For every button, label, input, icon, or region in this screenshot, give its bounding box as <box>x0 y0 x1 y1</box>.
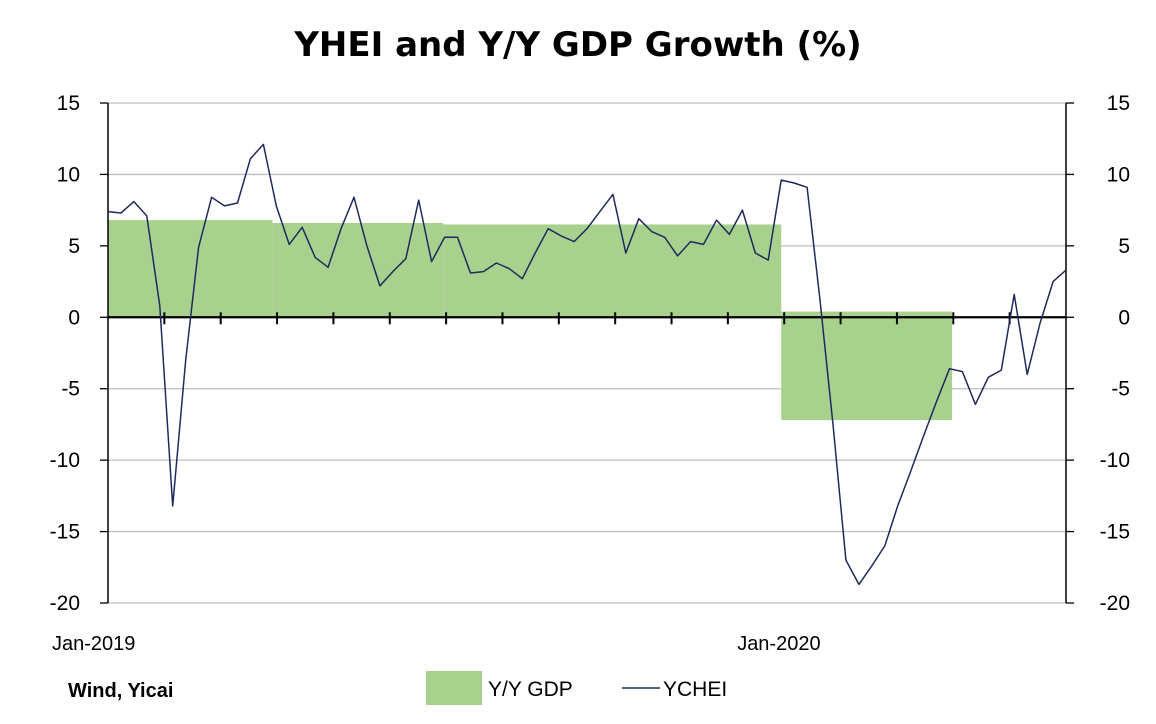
source-note: Wind, Yicai <box>68 680 173 702</box>
x-tick-label: Jan-2020 <box>737 633 820 655</box>
legend-swatch-gdp <box>426 671 482 705</box>
y-tick-label-right: 15 <box>1107 92 1130 115</box>
ychei-line <box>107 143 1067 586</box>
y-tick-label-right: -20 <box>1100 592 1130 615</box>
y-axis-left-labels: 15 10 5 0 -5 -10 -15 -20 <box>50 92 80 615</box>
chart-title: YHEI and Y/Y GDP Growth (%) <box>293 25 861 65</box>
y-tick-label-right: -15 <box>1100 521 1130 544</box>
y-tick-label-left: -10 <box>50 449 80 472</box>
legend: Y/Y GDP YCHEI <box>426 671 727 705</box>
x-axis-labels: Jan-2019 Jan-2020 <box>52 633 821 655</box>
legend-label-gdp: Y/Y GDP <box>488 678 573 701</box>
y-tick-label-right: 10 <box>1107 163 1130 186</box>
ychei-series-line <box>107 143 1067 586</box>
gdp-area-segment <box>443 224 782 318</box>
axes <box>100 102 1074 604</box>
legend-label-ychei: YCHEI <box>663 678 727 701</box>
y-tick-label-left: 5 <box>68 235 80 258</box>
y-tick-label-right: 0 <box>1118 306 1130 329</box>
y-tick-label-right: -5 <box>1111 378 1130 401</box>
y-tick-label-left: 15 <box>57 92 80 115</box>
gdp-area-segment <box>272 223 444 318</box>
gdp-area <box>108 220 953 421</box>
y-tick-label-left: -15 <box>50 521 80 544</box>
y-tick-label-left: -5 <box>61 378 80 401</box>
y-tick-label-right: -10 <box>1100 449 1130 472</box>
x-tick-label: Jan-2019 <box>52 633 135 655</box>
y-axis-right-labels: 15 10 5 0 -5 -10 -15 -20 <box>1100 92 1130 615</box>
y-tick-label-right: 5 <box>1118 235 1130 258</box>
gdp-area-segment <box>108 220 273 318</box>
gdp-area-segment <box>781 311 953 318</box>
y-tick-label-left: -20 <box>50 592 80 615</box>
y-tick-label-left: 10 <box>57 163 80 186</box>
gdp-area-segment <box>781 317 953 421</box>
y-tick-label-left: 0 <box>68 306 80 329</box>
